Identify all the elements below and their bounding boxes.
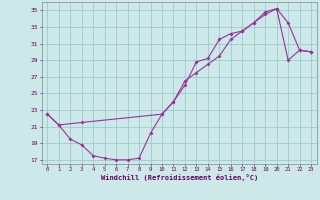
X-axis label: Windchill (Refroidissement éolien,°C): Windchill (Refroidissement éolien,°C) <box>100 174 258 181</box>
